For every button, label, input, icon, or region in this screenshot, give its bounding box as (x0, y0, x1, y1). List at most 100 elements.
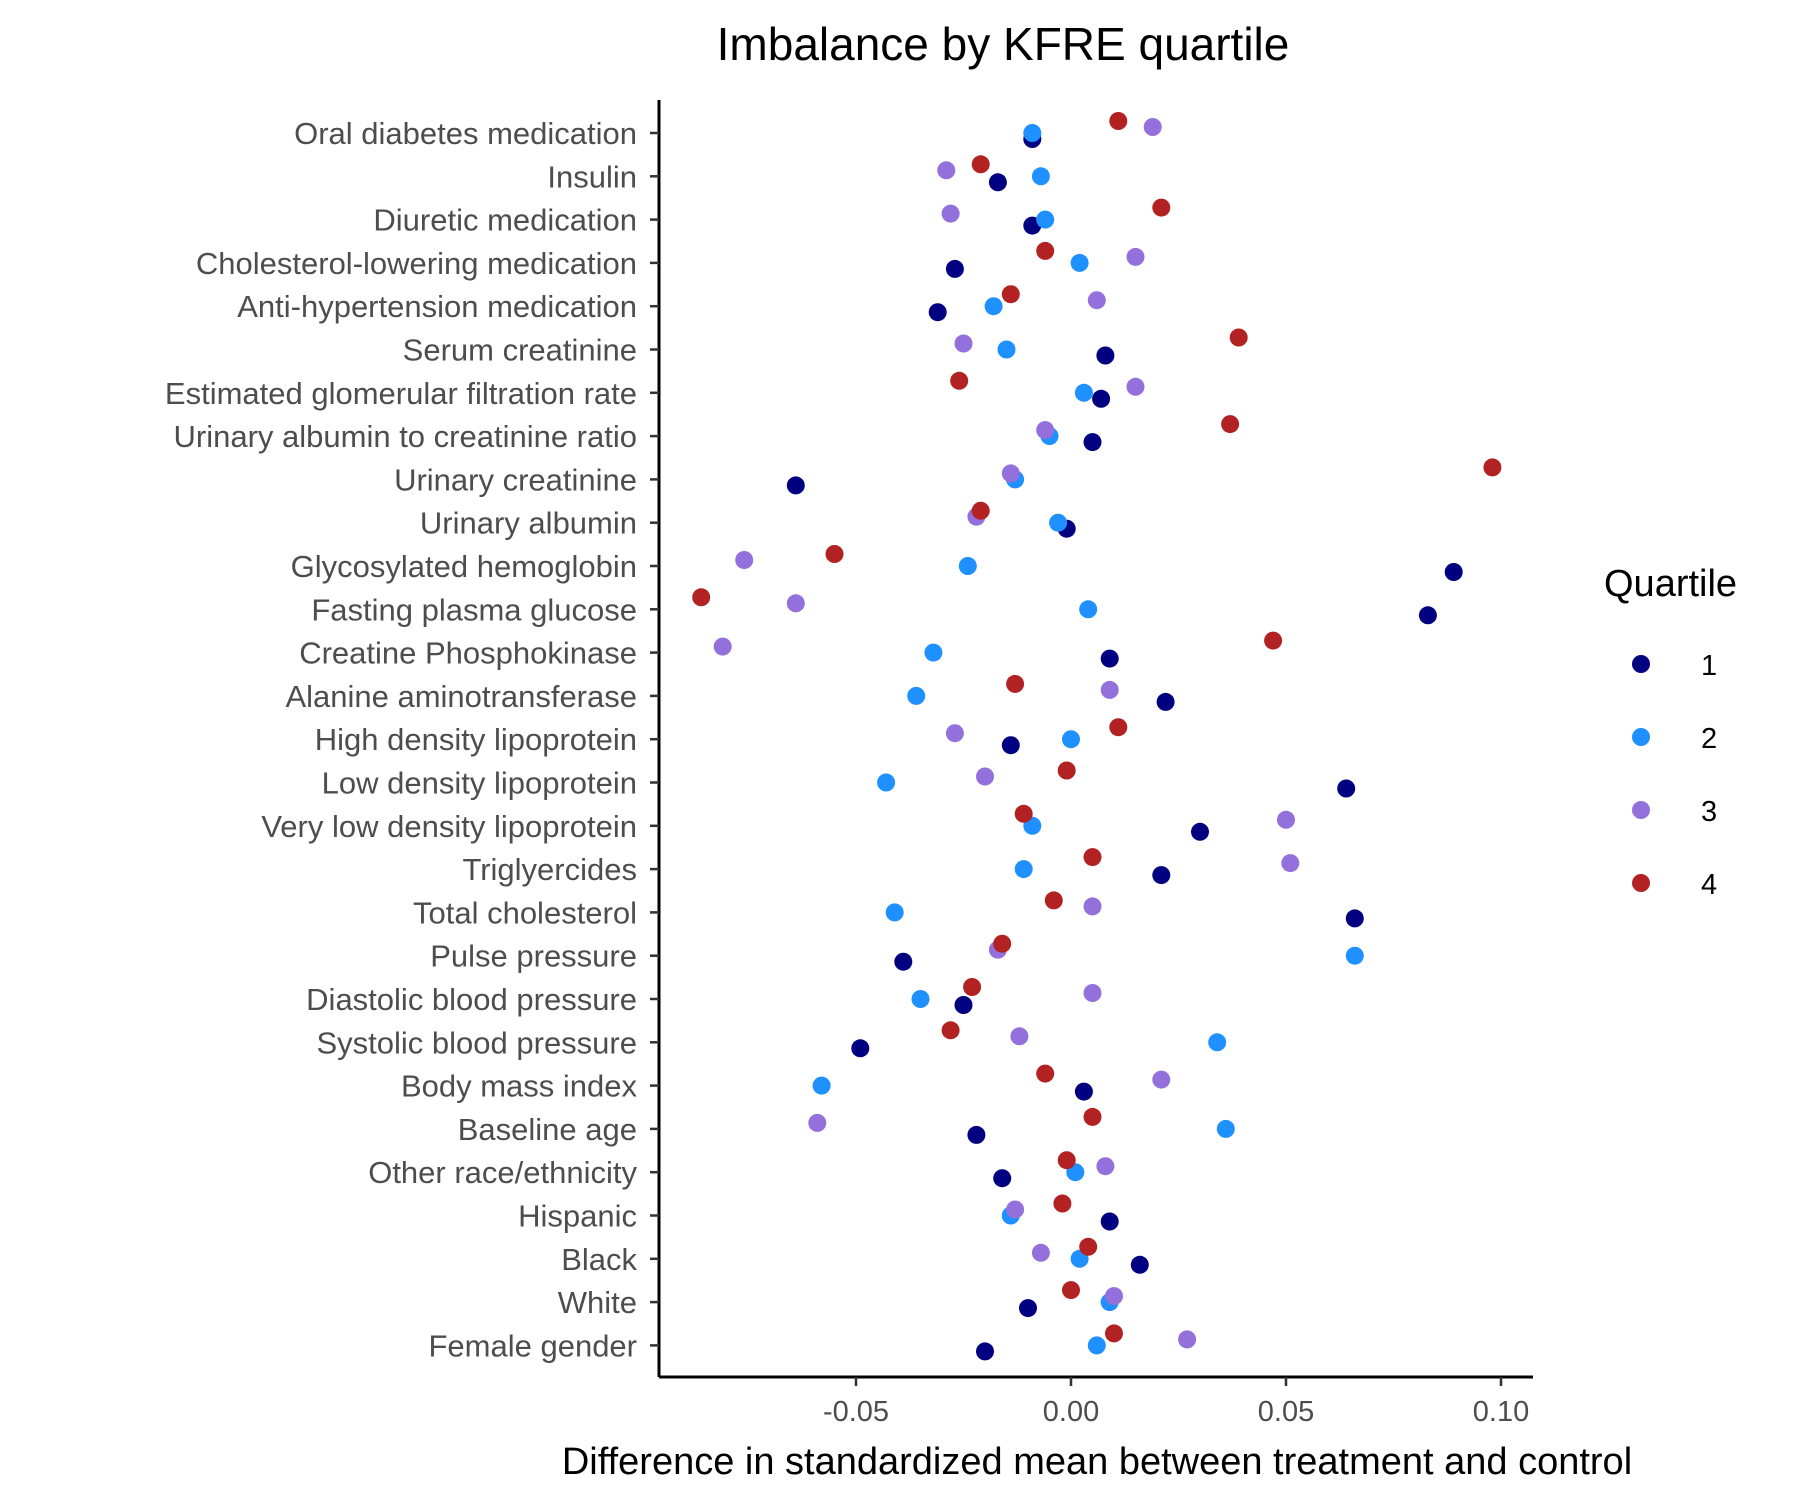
point-quartile-3 (1281, 854, 1300, 873)
y-tick-label: Body mass index (401, 1069, 638, 1104)
point-quartile-3 (1001, 464, 1020, 483)
point-quartile-3 (713, 637, 732, 656)
point-quartile-1 (1100, 1212, 1119, 1231)
point-quartile-4 (1079, 1237, 1098, 1256)
point-quartile-1 (786, 476, 805, 495)
point-quartile-1 (1019, 1299, 1037, 1318)
point-quartile-2 (1079, 600, 1098, 619)
point-quartile-2 (1031, 167, 1050, 186)
point-quartile-3 (1143, 118, 1162, 136)
point-quartile-1 (976, 1342, 994, 1361)
y-tick-label: Hispanic (518, 1199, 637, 1234)
point-quartile-4 (1264, 631, 1283, 650)
point-quartile-4 (1483, 458, 1502, 477)
point-quartile-3 (1010, 1027, 1029, 1046)
y-tick-label: Glycosylated hemoglobin (291, 549, 637, 584)
point-quartile-2 (885, 903, 904, 922)
point-quartile-4 (1152, 198, 1171, 217)
point-quartile-4 (1109, 112, 1128, 130)
y-tick-label: Alanine aminotransferase (285, 679, 637, 714)
point-quartile-2 (1345, 946, 1364, 965)
point-quartile-4 (1057, 1151, 1076, 1170)
legend-label-3: 3 (1701, 796, 1717, 828)
point-quartile-4 (1083, 1107, 1102, 1126)
y-tick-label: Diuretic medication (373, 203, 637, 238)
x-tick-label: 0.10 (1473, 1396, 1529, 1428)
point-quartile-1 (894, 952, 913, 971)
point-quartile-4 (971, 155, 990, 174)
y-tick-label: Very low density lipoprotein (261, 809, 637, 844)
y-tick-label: High density lipoprotein (315, 722, 637, 757)
point-quartile-4 (1062, 1281, 1080, 1300)
point-quartile-1 (1074, 1082, 1093, 1101)
y-axis: Oral diabetes medication Insulin Diuretic … (165, 100, 661, 1377)
point-quartile-1 (1444, 563, 1463, 581)
point-quartile-1 (988, 173, 1007, 192)
point-quartile-1 (1130, 1255, 1149, 1274)
point-quartile-2 (1070, 253, 1089, 272)
point-quartile-3 (1126, 247, 1145, 266)
point-quartile-4 (1221, 415, 1240, 434)
point-quartile-1 (1092, 389, 1111, 408)
point-quartile-2 (1062, 730, 1080, 749)
point-quartile-2 (997, 340, 1016, 359)
point-quartile-1 (1152, 866, 1171, 885)
y-tick-label: Baseline age (458, 1112, 637, 1147)
y-tick-label: Urinary albumin to creatinine ratio (174, 419, 638, 454)
point-quartile-2 (812, 1076, 831, 1095)
y-tick-label: Serum creatinine (403, 333, 637, 368)
point-quartile-1 (967, 1125, 986, 1144)
point-quartile-3 (1087, 291, 1106, 310)
point-quartile-4 (941, 1021, 960, 1040)
y-tick-label: Creatine Phosphokinase (299, 636, 637, 671)
x-axis-title: Difference in standardized mean between … (562, 1441, 1632, 1483)
point-quartile-3 (1178, 1330, 1197, 1349)
point-quartile-2 (1036, 210, 1055, 229)
point-quartile-3 (1277, 810, 1295, 829)
point-quartile-3 (1036, 421, 1055, 440)
point-quartile-3 (735, 551, 754, 569)
x-tick-label: 0.00 (1043, 1396, 1099, 1428)
point-quartile-3 (1126, 377, 1145, 396)
y-tick-label: Pulse pressure (430, 939, 637, 974)
point-quartile-1 (945, 259, 964, 278)
data-points (692, 112, 1502, 1361)
x-tick-label: -0.05 (823, 1396, 889, 1428)
point-quartile-3 (937, 161, 956, 180)
y-tick-label: Oral diabetes medication (294, 116, 637, 151)
point-quartile-2 (877, 773, 896, 792)
y-tick-label: White (558, 1285, 637, 1320)
point-quartile-3 (1083, 984, 1102, 1002)
y-tick-label: Female gender (428, 1328, 637, 1363)
y-tick-label: Systolic blood pressure (317, 1025, 638, 1060)
x-tick-label: 0.05 (1258, 1396, 1314, 1428)
point-quartile-1 (1156, 692, 1175, 711)
point-quartile-3 (954, 334, 973, 353)
point-quartile-1 (1096, 346, 1115, 365)
point-quartile-1 (993, 1169, 1012, 1188)
point-quartile-1 (1001, 736, 1020, 755)
legend-key-2 (1632, 728, 1650, 746)
point-quartile-4 (963, 978, 982, 996)
point-quartile-1 (928, 303, 947, 322)
legend-label-2: 2 (1701, 723, 1717, 755)
point-quartile-4 (993, 934, 1012, 953)
point-quartile-3 (1031, 1243, 1050, 1262)
point-quartile-4 (1053, 1194, 1072, 1213)
point-quartile-2 (1208, 1033, 1227, 1052)
point-quartile-3 (945, 724, 964, 743)
point-quartile-2 (924, 643, 943, 662)
point-quartile-3 (1083, 897, 1102, 916)
point-quartile-4 (1057, 761, 1076, 780)
point-quartile-1 (1345, 909, 1364, 928)
legend-key-4 (1632, 874, 1650, 892)
point-quartile-3 (808, 1113, 827, 1132)
point-quartile-4 (1044, 891, 1063, 910)
y-tick-label: Low density lipoprotein (322, 766, 637, 801)
point-quartile-3 (941, 204, 960, 223)
y-tick-label: Urinary albumin (420, 506, 637, 541)
point-quartile-3 (1006, 1200, 1025, 1219)
legend-key-1 (1632, 655, 1650, 673)
legend-title: Quartile (1604, 563, 1737, 605)
